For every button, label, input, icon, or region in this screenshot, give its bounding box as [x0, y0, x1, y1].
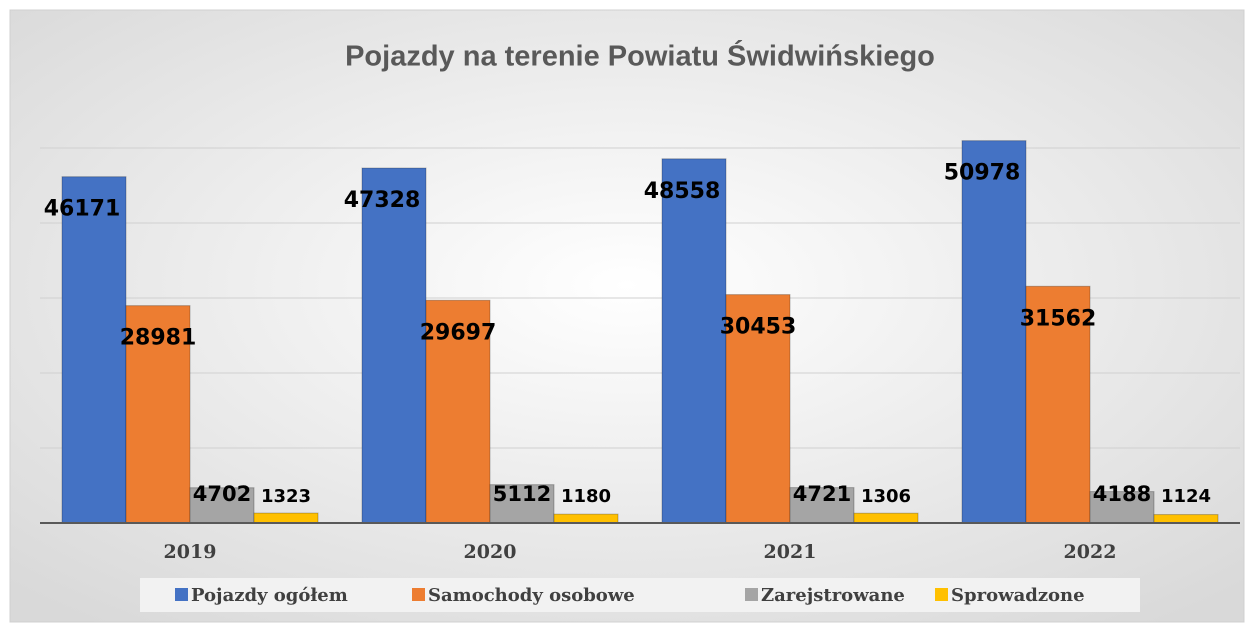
x-tick-label: 2021: [764, 541, 817, 563]
bar: [1153, 514, 1219, 524]
chart-title: Pojazdy na terenie Powiatu Świdwińskiego: [345, 39, 935, 73]
value-label: 48558: [644, 179, 721, 204]
legend-label: Samochody osobowe: [428, 585, 635, 606]
value-label: 5112: [493, 482, 551, 506]
x-tick-label: 2022: [1064, 541, 1117, 563]
bar: [853, 512, 919, 524]
value-label: 46171: [44, 197, 121, 222]
value-label: 47328: [344, 188, 421, 213]
value-label: 4702: [193, 482, 251, 506]
value-label: 4721: [793, 482, 851, 506]
legend-marker: [745, 588, 758, 601]
legend-label: Zarejstrowane: [761, 585, 905, 606]
value-label: 30453: [720, 315, 797, 340]
value-label: 31562: [1020, 306, 1097, 331]
value-label: 1323: [261, 486, 311, 507]
x-tick-label: 2020: [464, 541, 517, 563]
bar: [661, 158, 727, 524]
legend-label: Sprowadzone: [951, 585, 1085, 606]
bar: [789, 487, 855, 524]
value-label: 1180: [561, 486, 611, 507]
legend-marker: [935, 588, 948, 601]
value-label: 28981: [120, 326, 197, 351]
x-tick-label: 2019: [164, 541, 217, 563]
bar: [253, 512, 319, 524]
value-label: 4188: [1093, 482, 1151, 506]
bar: [361, 167, 427, 524]
legend-label: Pojazdy ogółem: [191, 585, 348, 606]
value-label: 29697: [420, 320, 497, 345]
legend-marker: [412, 588, 425, 601]
value-label: 1306: [861, 486, 911, 507]
legend-marker: [175, 588, 188, 601]
bar: [961, 140, 1027, 524]
bar: [1089, 491, 1155, 524]
bar: [61, 176, 127, 524]
bar: [553, 513, 619, 524]
legend-box: [140, 578, 1140, 612]
bar: [1025, 285, 1091, 524]
bar: [725, 294, 791, 524]
value-label: 1124: [1161, 486, 1211, 507]
value-label: 50978: [944, 161, 1021, 186]
